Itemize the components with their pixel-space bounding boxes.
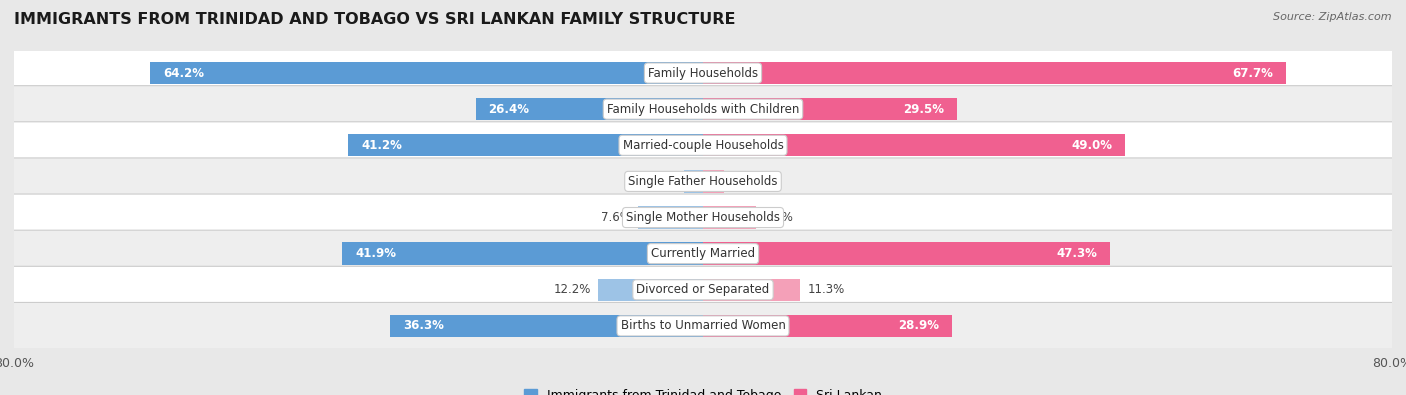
Text: 67.7%: 67.7% [1232,66,1272,79]
Text: Divorced or Separated: Divorced or Separated [637,283,769,296]
Text: Married-couple Households: Married-couple Households [623,139,783,152]
Bar [150,62,703,84]
Bar [342,243,703,265]
FancyBboxPatch shape [4,303,1402,350]
Legend: Immigrants from Trinidad and Tobago, Sri Lankan: Immigrants from Trinidad and Tobago, Sri… [519,384,887,395]
Text: 26.4%: 26.4% [488,103,530,116]
Bar [349,134,703,156]
Text: 41.9%: 41.9% [356,247,396,260]
Text: 36.3%: 36.3% [404,320,444,333]
Text: Births to Unmarried Women: Births to Unmarried Women [620,320,786,333]
Bar [703,62,1286,84]
Bar [637,206,703,229]
Bar [703,315,952,337]
FancyBboxPatch shape [4,86,1402,133]
FancyBboxPatch shape [4,122,1402,169]
Bar [703,206,756,229]
Text: 29.5%: 29.5% [903,103,945,116]
Text: IMMIGRANTS FROM TRINIDAD AND TOBAGO VS SRI LANKAN FAMILY STRUCTURE: IMMIGRANTS FROM TRINIDAD AND TOBAGO VS S… [14,12,735,27]
Bar [703,170,724,193]
FancyBboxPatch shape [4,49,1402,96]
FancyBboxPatch shape [4,158,1402,205]
Bar [391,315,703,337]
Text: 64.2%: 64.2% [163,66,204,79]
Bar [475,98,703,120]
Text: Family Households: Family Households [648,66,758,79]
Text: 11.3%: 11.3% [807,283,845,296]
Text: Currently Married: Currently Married [651,247,755,260]
Bar [703,278,800,301]
Text: 12.2%: 12.2% [554,283,591,296]
Text: 6.2%: 6.2% [763,211,793,224]
Text: 49.0%: 49.0% [1071,139,1112,152]
Text: Source: ZipAtlas.com: Source: ZipAtlas.com [1274,12,1392,22]
Bar [703,134,1125,156]
Text: Single Father Households: Single Father Households [628,175,778,188]
FancyBboxPatch shape [4,194,1402,241]
Text: 28.9%: 28.9% [898,320,939,333]
Text: 7.6%: 7.6% [600,211,631,224]
Bar [703,243,1111,265]
FancyBboxPatch shape [4,230,1402,277]
Bar [598,278,703,301]
Bar [703,98,957,120]
Text: 41.2%: 41.2% [361,139,402,152]
Text: 2.4%: 2.4% [731,175,761,188]
Text: 47.3%: 47.3% [1056,247,1098,260]
FancyBboxPatch shape [4,266,1402,313]
Text: Family Households with Children: Family Households with Children [607,103,799,116]
Text: Single Mother Households: Single Mother Households [626,211,780,224]
Text: 2.2%: 2.2% [647,175,678,188]
Bar [685,170,703,193]
